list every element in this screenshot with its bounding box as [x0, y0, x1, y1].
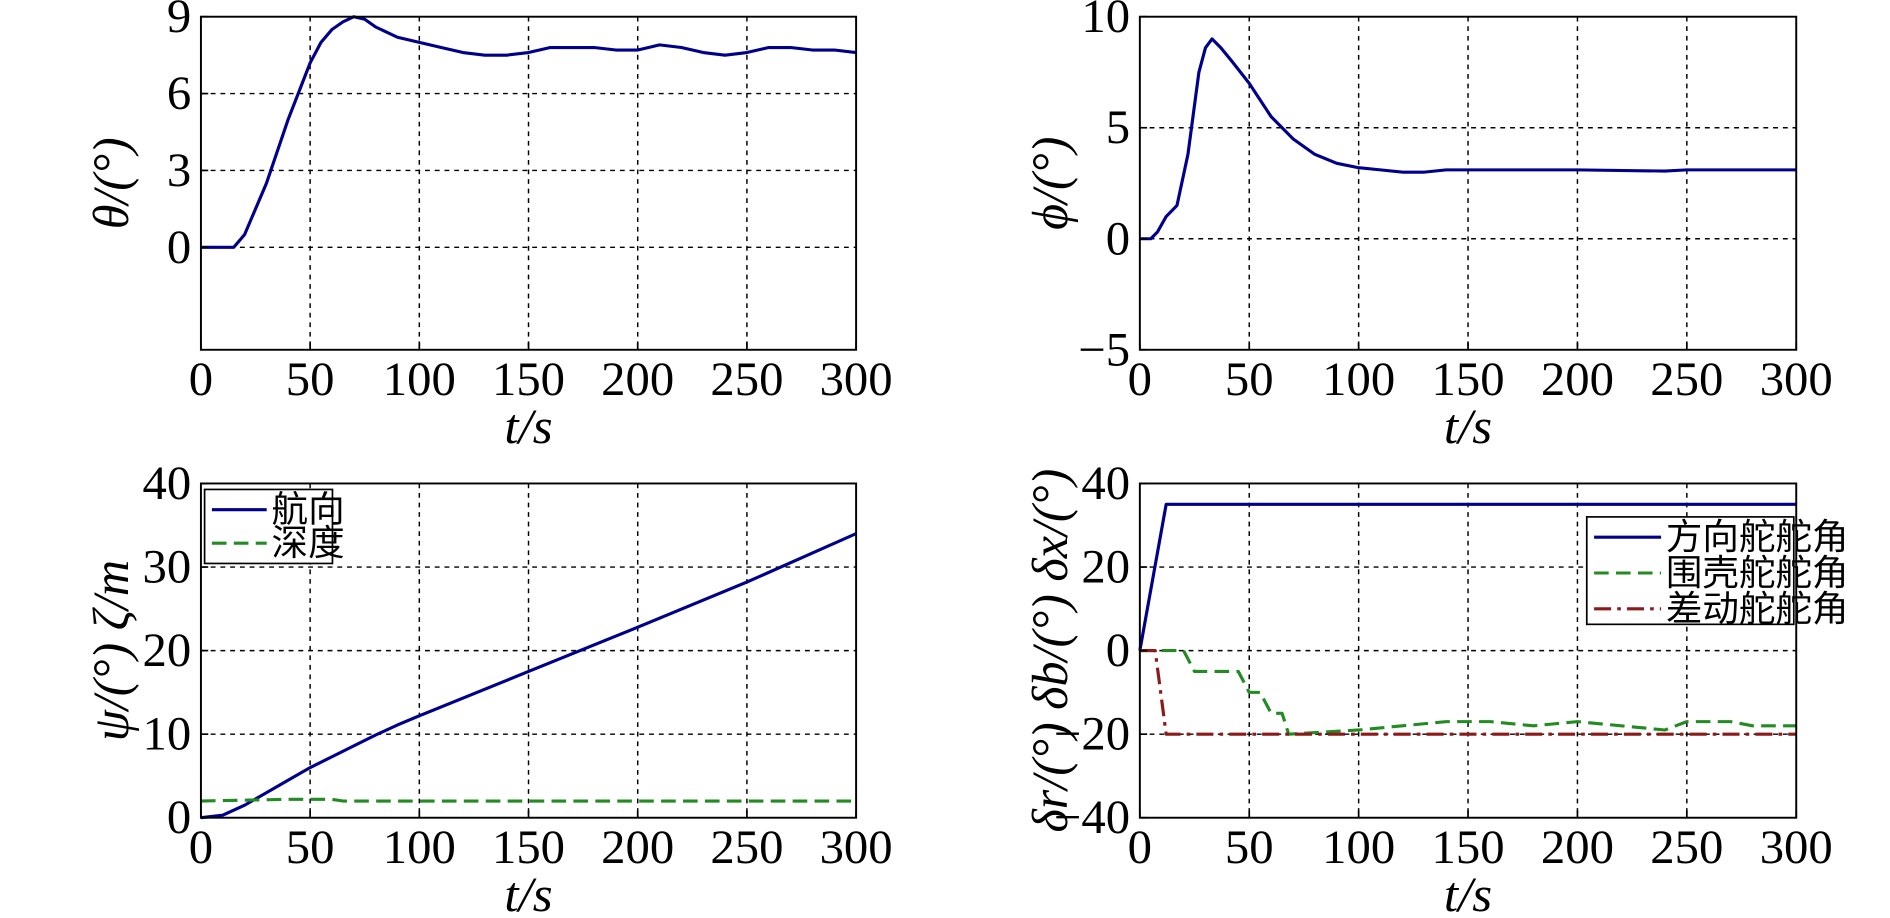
series-line	[200, 797, 857, 803]
x-tick-label: 0	[1128, 354, 1152, 406]
x-tick-label: 50	[1225, 354, 1274, 406]
x-tick-label: 200	[1541, 354, 1614, 406]
x-tick-label: 0	[189, 822, 213, 874]
y-tick-label: 20	[1081, 541, 1130, 593]
y-tick-label: 5	[1106, 102, 1130, 154]
x-tick-label: 250	[710, 822, 783, 874]
legend-label: 围壳舵舵角	[1666, 551, 1849, 594]
x-tick-label: 200	[1541, 822, 1614, 874]
x-tick-label: 150	[1432, 354, 1505, 406]
y-tick-label: 30	[142, 541, 191, 593]
y-tick-label: 0	[1106, 625, 1130, 677]
legend-box	[203, 488, 334, 565]
x-tick-label: 50	[1225, 822, 1274, 874]
x-tick-label: 200	[601, 354, 674, 406]
y-tick-label: 0	[167, 792, 191, 844]
y-tick-label: −5	[1078, 324, 1130, 376]
y-tick-label: 40	[1081, 457, 1130, 509]
chart-theta: 0 50 100 150 200 250 300 0 3 6 9 t/s θ/(°)	[82, 0, 892, 454]
y-tick-label: 6	[167, 68, 191, 120]
y-tick-label: −40	[1054, 792, 1130, 844]
y-axis-label: ϕ/(°)	[1021, 137, 1078, 230]
x-tick-label: 0	[189, 354, 213, 406]
y-tick-label: 0	[167, 221, 191, 273]
y-tick-label: 3	[167, 144, 191, 196]
x-tick-label: 150	[1432, 822, 1505, 874]
x-tick-label: 300	[1760, 354, 1833, 406]
y-tick-label: −20	[1054, 708, 1130, 760]
x-axis-label: t/s	[1444, 866, 1492, 918]
y-tick-label: 0	[1106, 213, 1130, 265]
x-tick-label: 100	[1322, 354, 1395, 406]
chart-deltas: 0 50 100 150 200 250 300 −40 −20 0 20 40 t/s δr/(°) δ…	[1021, 457, 1848, 918]
x-tick-label: 50	[286, 354, 335, 406]
y-tick-label: 10	[142, 708, 191, 760]
x-tick-label: 300	[820, 822, 893, 874]
x-tick-label: 250	[710, 354, 783, 406]
series-line	[1139, 649, 1797, 736]
x-tick-label: 100	[383, 354, 456, 406]
y-axis-label: δr/(°) δb/(°) δx/(°)	[1021, 469, 1078, 833]
series-line	[200, 15, 857, 249]
legend-label: 差动舵舵角	[1666, 587, 1849, 630]
legend-label: 深度	[272, 521, 345, 564]
y-tick-label: 20	[142, 625, 191, 677]
series-line	[1138, 502, 1797, 651]
x-tick-label: 300	[820, 354, 893, 406]
legend-box	[1585, 516, 1795, 626]
series-line	[1139, 649, 1797, 736]
series-line	[1139, 37, 1797, 241]
x-tick-label: 250	[1650, 822, 1723, 874]
x-tick-label: 100	[1322, 822, 1395, 874]
x-axis-label: t/s	[504, 866, 552, 918]
y-tick-label: 40	[142, 457, 191, 509]
x-tick-label: 300	[1760, 822, 1833, 874]
x-axis-label: t/s	[504, 398, 552, 453]
x-tick-label: 150	[492, 354, 565, 406]
x-tick-label: 100	[383, 822, 456, 874]
x-tick-label: 50	[286, 822, 335, 874]
x-tick-label: 0	[1128, 822, 1152, 874]
y-axis-label: ψ/(°) ζ/m	[82, 560, 139, 741]
chart-psi_zeta: 0 50 100 150 200 250 300 0 10 20 30 40 t/s ψ/(°) ζ/m 航…	[82, 457, 892, 918]
x-axis-label: t/s	[1444, 398, 1492, 453]
x-tick-label: 150	[492, 822, 565, 874]
y-tick-label: 10	[1081, 0, 1130, 43]
legend-label: 方向舵舵角	[1666, 515, 1849, 558]
y-tick-label: 9	[167, 0, 191, 43]
legend-label: 航向	[272, 488, 345, 531]
y-axis-label: θ/(°)	[82, 137, 139, 229]
x-tick-label: 250	[1650, 354, 1723, 406]
x-tick-label: 200	[601, 822, 674, 874]
